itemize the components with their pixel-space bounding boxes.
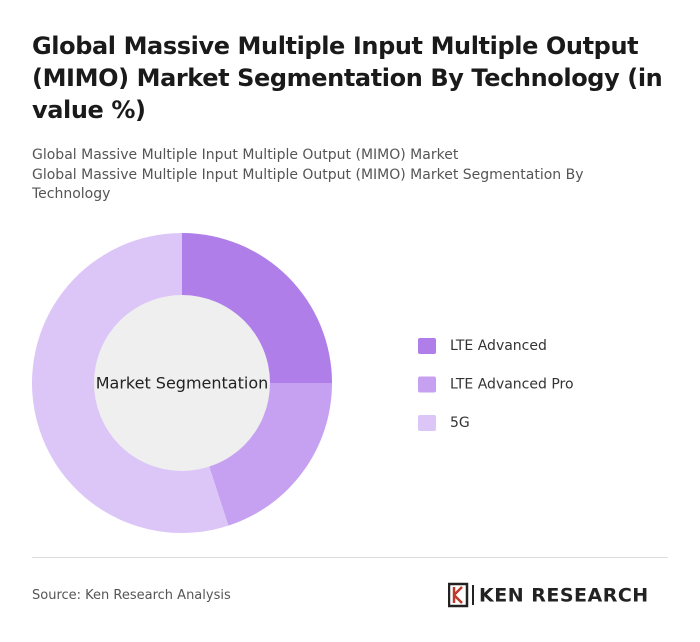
legend-swatch — [418, 415, 436, 431]
center-label: Market Segmentation — [96, 374, 269, 393]
chart: Market Segmentation LTE Advanced LTE Advan… — [31, 233, 574, 534]
logo-icon — [448, 582, 469, 608]
logo: KEN RESEARCH — [448, 582, 649, 608]
donut-hole — [94, 295, 270, 471]
legend-label: 5G — [450, 415, 470, 431]
chart-title: Global Massive Multiple Input Multiple O… — [32, 32, 663, 124]
subtitle: Global Massive Multiple Input Multiple O… — [32, 147, 459, 163]
subtitle: Global Massive Multiple Input Multiple O… — [32, 167, 584, 202]
legend-label: LTE Advanced — [450, 338, 547, 354]
legend-swatch — [418, 376, 436, 393]
legend-label: LTE Advanced Pro — [450, 377, 574, 393]
logo-icon — [452, 586, 463, 604]
divider — [32, 557, 668, 558]
legend-swatch — [418, 338, 436, 354]
logo-text: KEN RESEARCH — [479, 585, 649, 607]
source: Source: Ken Research Analysis — [32, 588, 231, 603]
